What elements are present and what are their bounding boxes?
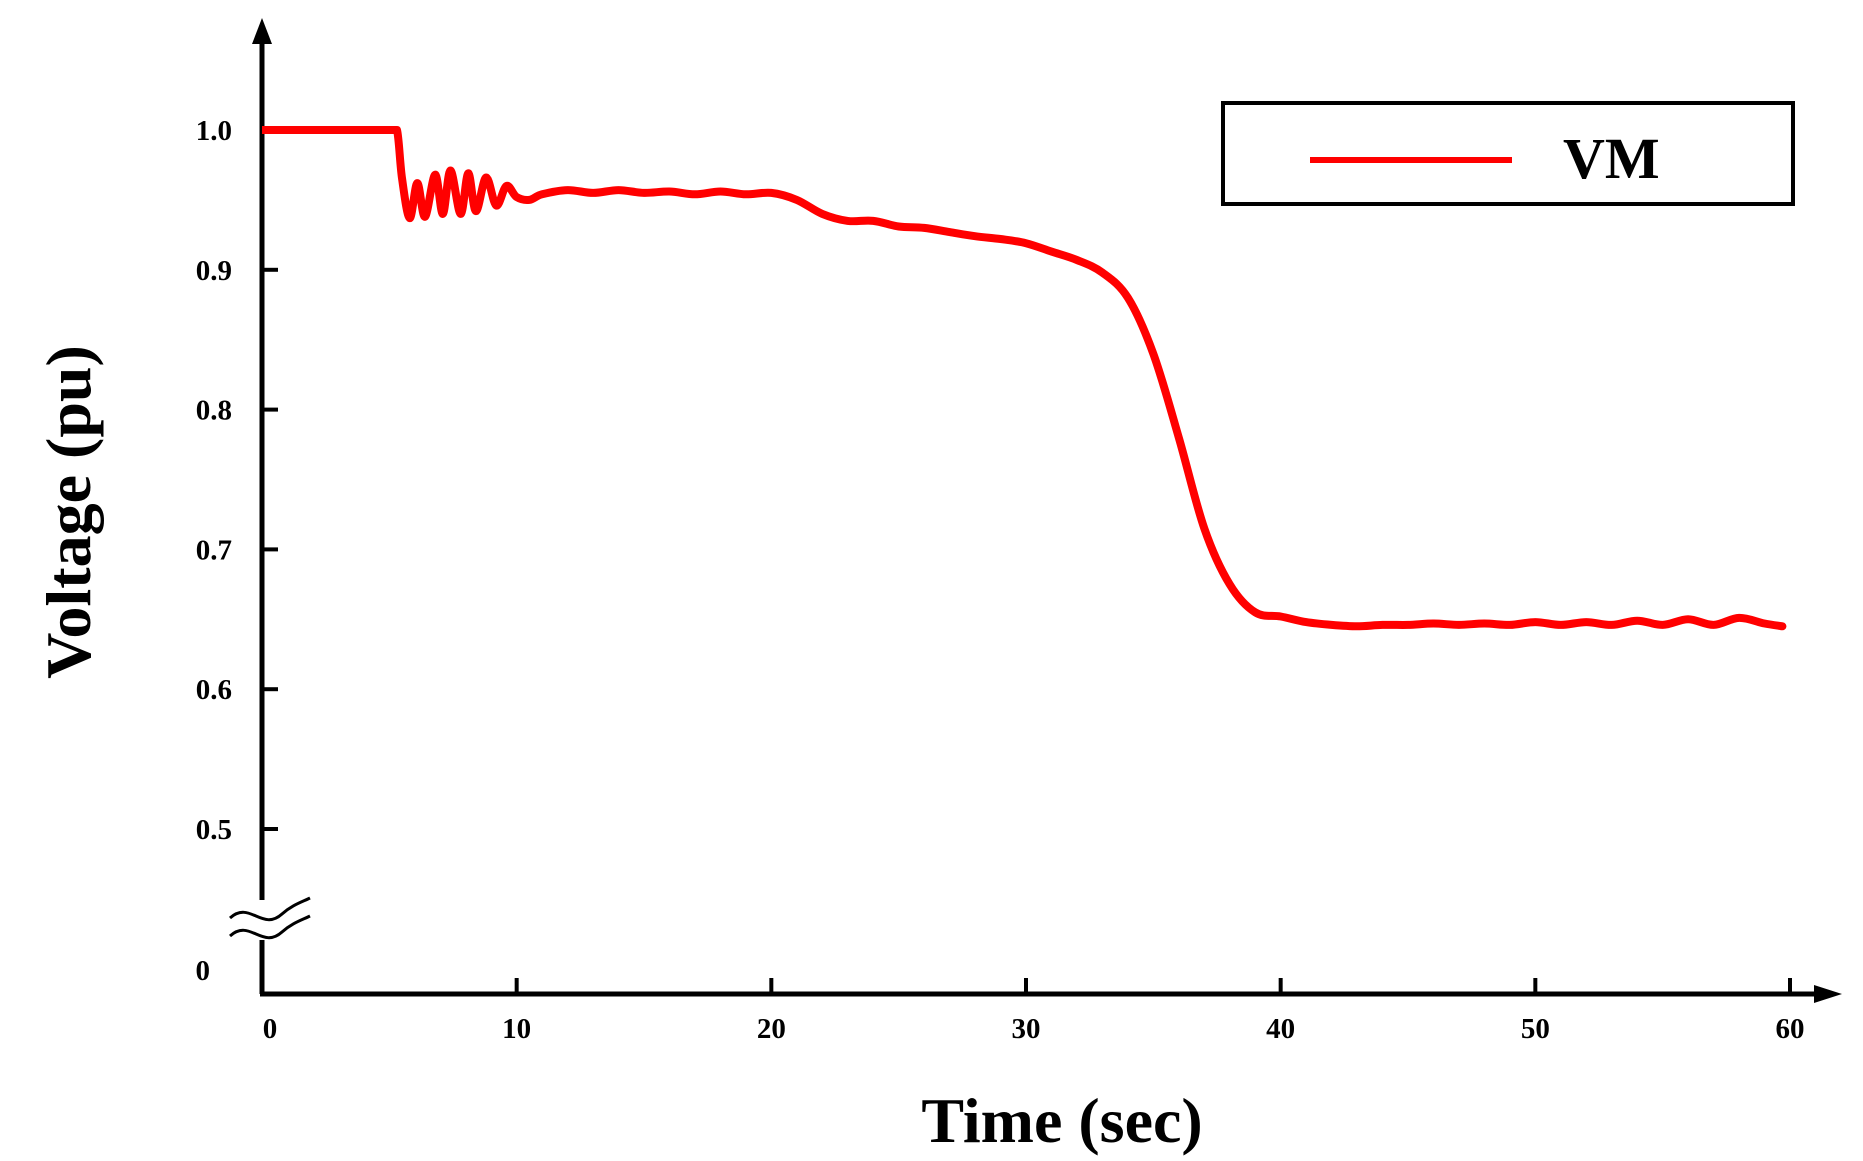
- y-axis-arrow-icon: [252, 18, 272, 44]
- legend: VM: [1221, 101, 1795, 206]
- y-axis-title: Voltage (pu): [33, 345, 104, 679]
- legend-box: [1221, 101, 1795, 206]
- y-tick-label: 0.6: [196, 674, 232, 706]
- x-axis-ticks: 0 10 20 30 40 50 60: [260, 978, 1805, 1045]
- y-tick-label: 0.8: [196, 395, 232, 427]
- y-tick-label: 0.7: [196, 534, 232, 566]
- y-tick-label: 0: [196, 955, 211, 987]
- series-line-vm: [262, 126, 1787, 631]
- y-tick-label: 0.5: [196, 814, 232, 846]
- legend-label-vm: VM: [1563, 126, 1660, 191]
- y-tick-label: 0.9: [196, 255, 232, 287]
- x-tick-label: 60: [1776, 1013, 1805, 1045]
- x-tick-label: 30: [1012, 1013, 1041, 1045]
- x-axis-title: Time (sec): [921, 1085, 1202, 1156]
- x-tick-label: 20: [757, 1013, 786, 1045]
- x-tick-label: 50: [1521, 1013, 1550, 1045]
- x-axis-arrow-icon: [1814, 985, 1842, 1003]
- x-tick-label: 0: [263, 1013, 278, 1045]
- axis-break-icon: [228, 896, 311, 940]
- y-tick-label: 1.0: [196, 115, 232, 147]
- y-axis-ticks: 0 0.5 0.6 0.7 0.8 0.9 1.0: [196, 115, 278, 987]
- x-tick-label: 40: [1266, 1013, 1295, 1045]
- x-tick-label: 10: [502, 1013, 531, 1045]
